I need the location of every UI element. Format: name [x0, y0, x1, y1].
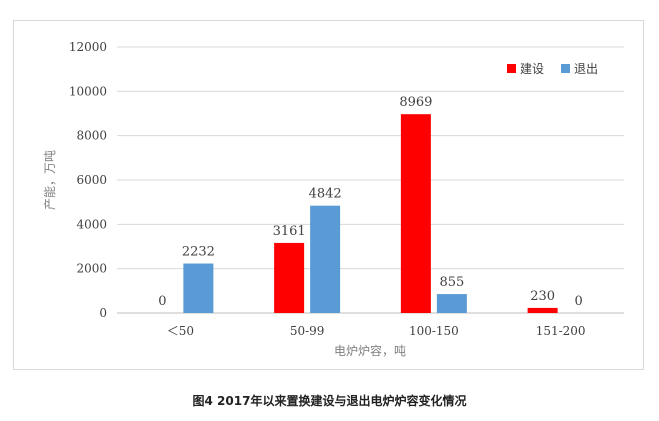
bar-exit — [436, 294, 467, 313]
y-tick-label: 12000 — [69, 40, 107, 54]
y-tick-label: 0 — [99, 306, 107, 320]
x-tick-label: 50-99 — [290, 324, 325, 338]
chart: 0 2000 4000 6000 8000 10000 12000 0 2232 ＜50 3161 4… — [43, 40, 624, 358]
legend-label: 退出 — [574, 62, 598, 76]
legend-swatch — [507, 64, 516, 73]
bar-exit — [183, 263, 214, 313]
x-tick-label: 100-150 — [409, 324, 459, 338]
data-label: 0 — [574, 294, 582, 309]
x-tick-label: 151-200 — [536, 324, 586, 338]
bar-build — [400, 114, 431, 313]
x-tick-label: ＜50 — [167, 324, 194, 338]
legend-label: 建设 — [520, 62, 544, 76]
data-label: 4842 — [309, 187, 342, 202]
data-label: 3161 — [273, 224, 306, 239]
data-label: 8969 — [399, 95, 432, 110]
legend-swatch — [561, 64, 570, 73]
data-label: 855 — [439, 275, 464, 290]
y-tick-label: 4000 — [76, 217, 107, 231]
y-axis-title: 产能，万吨 — [43, 150, 57, 210]
y-tick-label: 10000 — [69, 84, 107, 98]
bar-exit — [310, 205, 341, 313]
y-tick-label: 2000 — [76, 262, 107, 276]
data-label: 0 — [158, 294, 166, 309]
y-tick-label: 6000 — [76, 173, 107, 187]
data-label: 2232 — [182, 245, 215, 260]
y-tick-label: 8000 — [76, 129, 107, 143]
bar-build — [274, 242, 305, 313]
bar-build — [527, 307, 558, 313]
data-label: 230 — [530, 289, 555, 304]
x-axis-title: 电炉炉容，吨 — [334, 343, 406, 358]
figure-caption: 图4 2017年以来置换建设与退出电炉炉容变化情况 — [192, 394, 467, 408]
